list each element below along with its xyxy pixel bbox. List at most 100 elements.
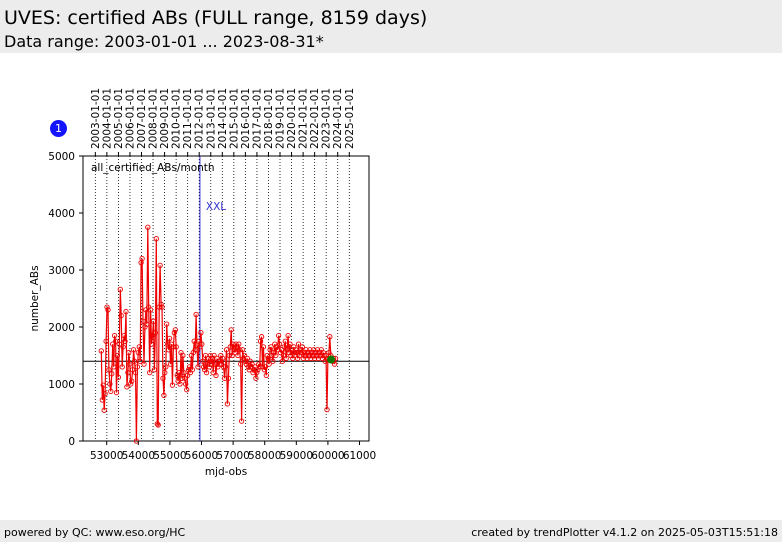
data-point (248, 364, 254, 370)
data-point (249, 361, 255, 367)
data-point (132, 369, 139, 376)
data-point (123, 308, 129, 315)
x-tick-label: 60000 (311, 450, 344, 462)
year-tick-label: 2022-01-01 (309, 88, 321, 149)
data-point (100, 382, 106, 388)
data-point (256, 361, 262, 367)
data-point (157, 262, 163, 269)
data-point (131, 358, 138, 364)
data-point (113, 389, 120, 396)
data-point (211, 352, 217, 359)
data-point (170, 344, 177, 350)
data-point (192, 347, 198, 353)
data-point (112, 338, 119, 344)
year-tick-labels: 2003-01-01 2004-01-01 2005-01-01 2006-01-01… (90, 88, 356, 156)
year-tick-label: 2006-01-01 (124, 88, 136, 149)
year-tick-label: 2024-01-01 (332, 88, 344, 149)
data-point (196, 338, 202, 344)
year-tick-label: 2008-01-01 (148, 88, 160, 149)
data-point (265, 355, 271, 362)
data-point (182, 375, 188, 381)
data-point (121, 332, 127, 339)
data-point (104, 304, 110, 310)
data-point (119, 364, 125, 370)
year-tick-label: 2011-01-01 (182, 88, 194, 149)
data-point (231, 347, 237, 353)
data-point (164, 321, 170, 327)
year-tick-label: 2010-01-01 (171, 88, 183, 149)
year-tick-label: 2014-01-01 (217, 88, 229, 149)
data-point (273, 352, 279, 359)
data-point (128, 381, 134, 387)
data-point (186, 364, 193, 370)
footer-created-by: created by trendPlotter v4.1.2 on 2025-0… (471, 526, 778, 539)
plot-number-badge[interactable]: 1 (50, 120, 67, 137)
x-axis: 5300054000550005600057000580005900060000… (90, 441, 376, 462)
data-point (241, 352, 248, 359)
data-point (238, 418, 245, 424)
data-point (184, 372, 191, 379)
data-point (150, 318, 157, 324)
y-tick-label: 4000 (48, 208, 75, 220)
data-point (177, 381, 183, 387)
x-tick-label: 57000 (216, 450, 249, 462)
data-point (201, 364, 207, 370)
year-tick-label: 2018-01-01 (263, 88, 275, 149)
data-point (225, 375, 232, 381)
page-title: UVES: certified ABs (FULL range, 8159 da… (4, 7, 428, 29)
data-point (257, 364, 263, 370)
data-point (171, 330, 177, 336)
data-point (144, 321, 150, 327)
data-point (227, 344, 233, 350)
year-tick-label: 2019-01-01 (275, 88, 287, 149)
y-tick-label: 1000 (48, 379, 75, 391)
x-tick-label: 55000 (153, 450, 186, 462)
data-point (223, 347, 230, 353)
data-point (101, 407, 107, 413)
data-point (253, 375, 259, 381)
data-point (282, 338, 288, 344)
data-point (226, 352, 232, 359)
data-point (145, 224, 151, 230)
data-point (221, 375, 228, 381)
data-point (111, 364, 117, 370)
year-tick-label: 2009-01-01 (159, 88, 171, 149)
data-point (98, 348, 104, 354)
year-tick-label: 2004-01-01 (101, 88, 113, 149)
data-point (200, 358, 206, 364)
data-point (299, 344, 305, 350)
data-point (122, 338, 128, 344)
data-point (274, 344, 280, 350)
data-point (153, 236, 159, 242)
data-point (228, 327, 234, 333)
data-point (278, 347, 285, 353)
data-point (327, 334, 333, 340)
data-point (277, 349, 284, 356)
year-tick-label: 2012-01-01 (194, 88, 206, 149)
data-point (184, 387, 190, 393)
xxl-marker-label: XXL (206, 201, 226, 213)
data-point (245, 364, 251, 370)
data-point (134, 364, 141, 370)
data-point (167, 361, 174, 367)
data-point (260, 344, 267, 350)
data-point (173, 344, 179, 350)
data-point (230, 341, 236, 347)
data-point (195, 364, 201, 370)
data-point (321, 352, 327, 359)
data-point (180, 352, 186, 359)
data-point (115, 374, 122, 380)
data-point (283, 355, 289, 362)
data-point (216, 358, 222, 364)
data-point (179, 375, 185, 381)
data-point (152, 330, 159, 336)
data-point (147, 369, 153, 376)
data-point (189, 367, 195, 373)
data-point (258, 334, 265, 340)
data-point (295, 341, 302, 347)
data-point (263, 372, 269, 379)
data-point (279, 358, 286, 364)
data-point (148, 341, 155, 347)
year-tick-label: 2007-01-01 (136, 88, 148, 149)
